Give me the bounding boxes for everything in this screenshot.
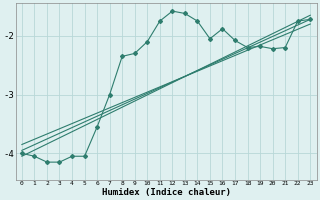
X-axis label: Humidex (Indice chaleur): Humidex (Indice chaleur) (101, 188, 231, 197)
